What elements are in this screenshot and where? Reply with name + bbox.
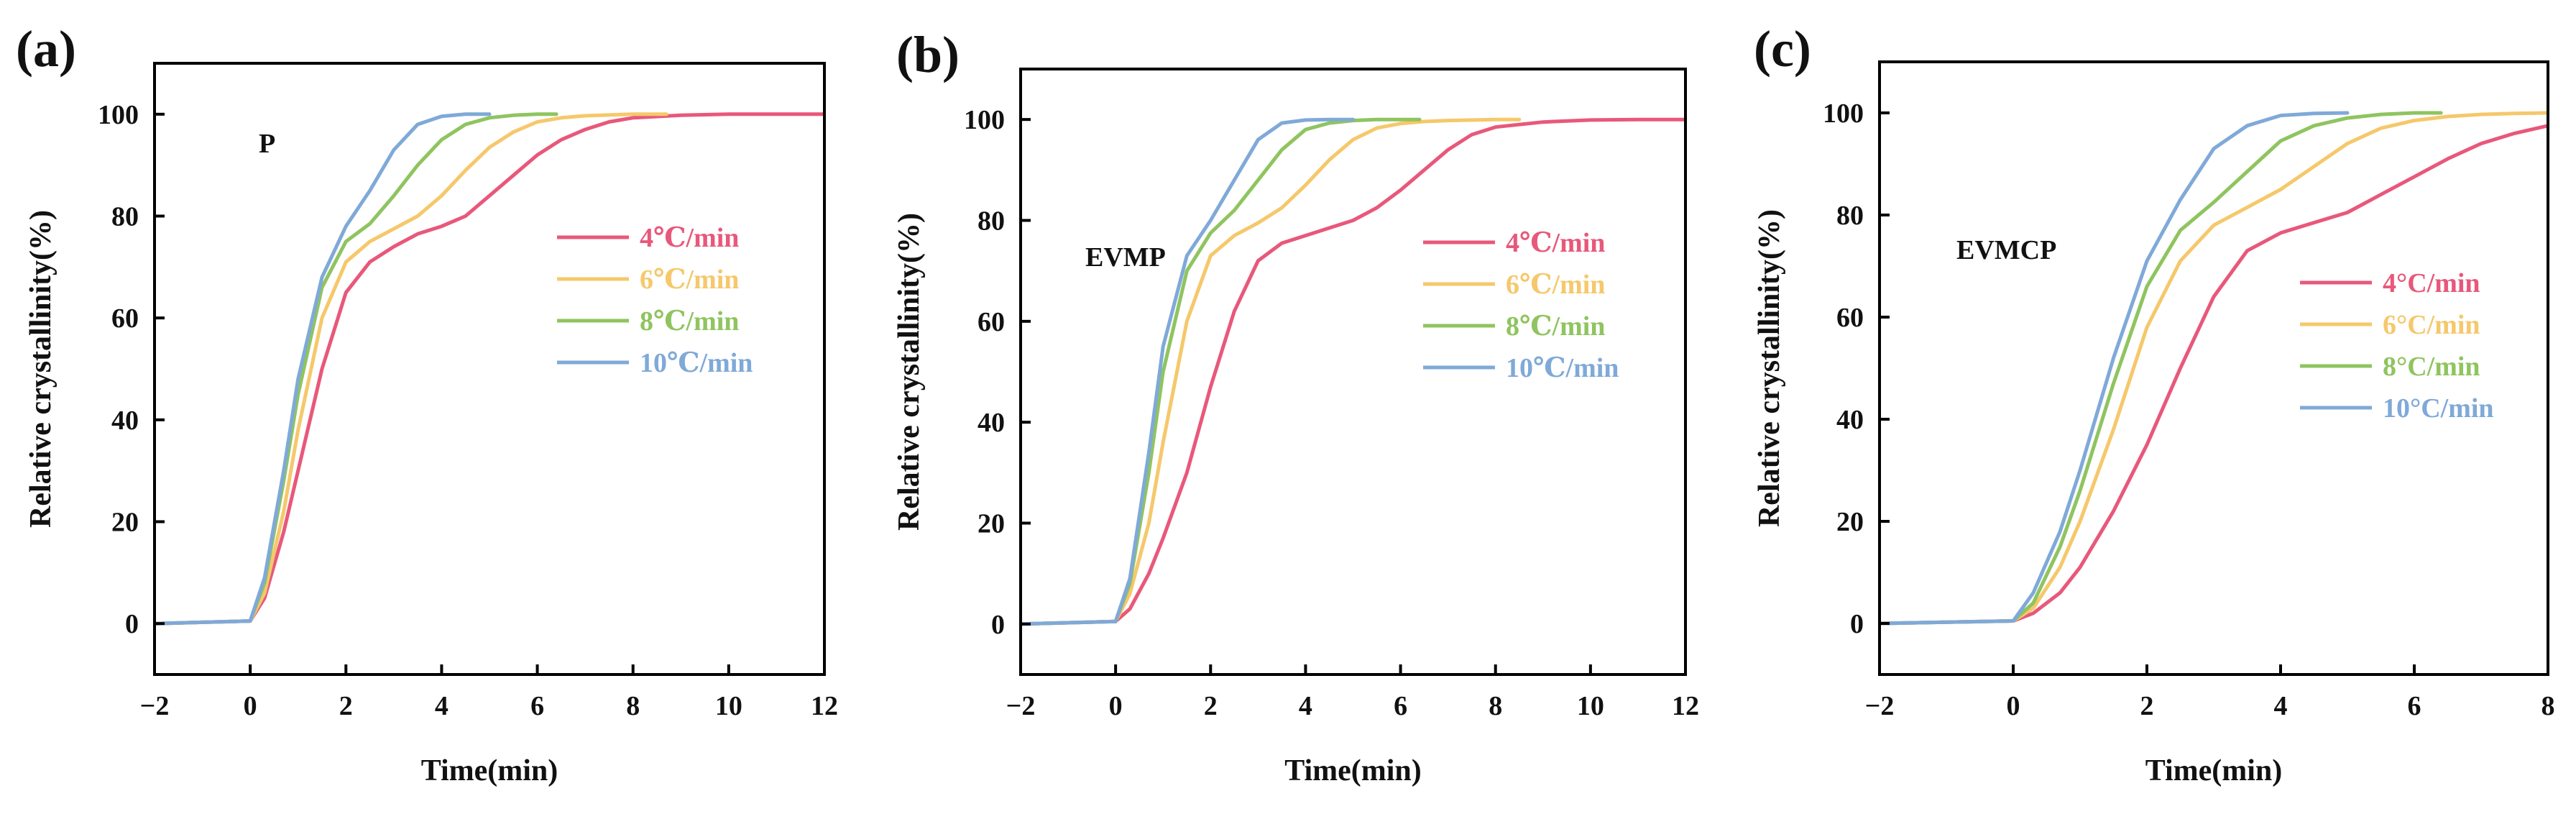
y-axis-label: Relative crystallinity(%) xyxy=(24,210,58,528)
sample-label: P xyxy=(259,129,275,159)
legend: 4℃/min 6℃/min 8℃/min 10℃/min xyxy=(557,223,753,378)
x-tick-label: 12 xyxy=(1672,691,1699,721)
x-tick-label: 2 xyxy=(2140,691,2154,721)
y-tick-label: 40 xyxy=(111,406,139,436)
panel-label: (b) xyxy=(896,26,960,83)
legend-label: 6℃/min xyxy=(1506,270,1605,300)
y-tick-label: 20 xyxy=(1836,507,1864,537)
x-tick-label: 2 xyxy=(339,691,353,721)
series-line-2 xyxy=(155,112,668,626)
series-line-3 xyxy=(1880,111,2443,626)
y-tick-label: 60 xyxy=(1836,303,1864,333)
x-tick-label: 4 xyxy=(1299,691,1312,721)
plot-frame xyxy=(1878,60,2549,676)
series-line-4 xyxy=(1880,111,2350,626)
series-line-1 xyxy=(1880,124,2548,626)
series-lines xyxy=(1021,117,1685,626)
y-tick-label: 20 xyxy=(111,508,139,538)
x-axis-label: Time(min) xyxy=(421,754,558,787)
series-line-2 xyxy=(1021,117,1522,626)
series-lines xyxy=(155,112,824,626)
legend-label: 8℃/min xyxy=(1506,311,1605,342)
x-tick-label: 10 xyxy=(1577,691,1604,721)
x-tick-label: 12 xyxy=(811,691,838,721)
x-tick-label: −2 xyxy=(1865,691,1895,721)
y-tick-label: 60 xyxy=(978,307,1005,337)
panel-label: (a) xyxy=(16,20,76,78)
y-tick-label: 100 xyxy=(98,100,139,130)
x-tick-label: 10 xyxy=(715,691,742,721)
sample-label: EVMCP xyxy=(1956,235,2056,265)
sample-label: EVMP xyxy=(1085,242,1166,273)
y-tick-label: 20 xyxy=(978,509,1005,539)
legend-label: 10℃/min xyxy=(1506,353,1619,383)
legend-label: 4°C/min xyxy=(2383,268,2480,298)
legend-label: 6°C/min xyxy=(2383,310,2480,340)
x-tick-label: 4 xyxy=(435,691,448,721)
panel-label: (c) xyxy=(1754,20,1811,78)
plot-frame xyxy=(153,62,826,676)
y-axis-label: Relative crystallinity(%) xyxy=(1753,209,1786,527)
x-tick-label: 8 xyxy=(1489,691,1502,721)
chart-panel-a: −2 0 2 4 6 8 10 12 0 20 40 60 80 100 Time(min) Relative… xyxy=(16,20,838,787)
x-tick-label: 2 xyxy=(1204,691,1218,721)
y-tick-label: 40 xyxy=(1836,405,1864,435)
legend: 4℃/min 6℃/min 8℃/min 10℃/min xyxy=(1423,228,1619,383)
series-line-4 xyxy=(1021,117,1355,626)
y-tick-label: 0 xyxy=(1850,609,1864,639)
legend-label: 10℃/min xyxy=(640,348,753,378)
x-tick-label: 6 xyxy=(2408,691,2421,721)
legend-label: 4℃/min xyxy=(1506,228,1605,258)
x-axis-label: Time(min) xyxy=(1284,754,1422,787)
x-tick-label: 8 xyxy=(2542,691,2555,721)
series-line-4 xyxy=(155,112,492,626)
x-tick-label: 6 xyxy=(530,691,544,721)
series-line-1 xyxy=(1021,117,1685,626)
series-line-3 xyxy=(1021,117,1422,626)
x-tick-label: −2 xyxy=(1006,691,1036,721)
chart-panel-b: −2 0 2 4 6 8 10 12 0 20 40 60 80 100 Time(min) Relative… xyxy=(893,26,1699,787)
legend: 4°C/min 6°C/min 8°C/min 10°C/min xyxy=(2300,268,2494,424)
x-tick-label: 8 xyxy=(626,691,640,721)
x-tick-label: 4 xyxy=(2274,691,2288,721)
y-tick-label: 40 xyxy=(978,408,1005,438)
y-tick-label: 100 xyxy=(1823,99,1864,129)
x-axis-label: Time(min) xyxy=(2145,754,2283,787)
x-tick-label: 0 xyxy=(244,691,257,721)
y-tick-label: 60 xyxy=(111,303,139,334)
legend-label: 8°C/min xyxy=(2383,352,2480,382)
y-tick-label: 0 xyxy=(991,610,1005,640)
x-tick-label: 6 xyxy=(1394,691,1407,721)
x-tick-label: −2 xyxy=(140,691,170,721)
x-tick-label: 0 xyxy=(2007,691,2020,721)
y-axis-label: Relative crystallinity(%) xyxy=(893,213,926,531)
plot-frame xyxy=(1019,68,1687,676)
series-line-1 xyxy=(155,112,824,626)
series-line-2 xyxy=(1880,111,2548,626)
x-tick-label: 0 xyxy=(1109,691,1123,721)
legend-label: 8℃/min xyxy=(640,306,739,337)
y-tick-label: 80 xyxy=(1836,201,1864,231)
y-tick-label: 80 xyxy=(111,202,139,232)
legend-label: 6℃/min xyxy=(640,265,739,295)
y-tick-label: 80 xyxy=(978,206,1005,237)
y-tick-label: 100 xyxy=(964,105,1005,135)
legend-label: 4℃/min xyxy=(640,223,739,253)
series-lines xyxy=(1880,111,2548,626)
y-tick-label: 0 xyxy=(125,609,139,639)
legend-label: 10°C/min xyxy=(2383,393,2494,424)
